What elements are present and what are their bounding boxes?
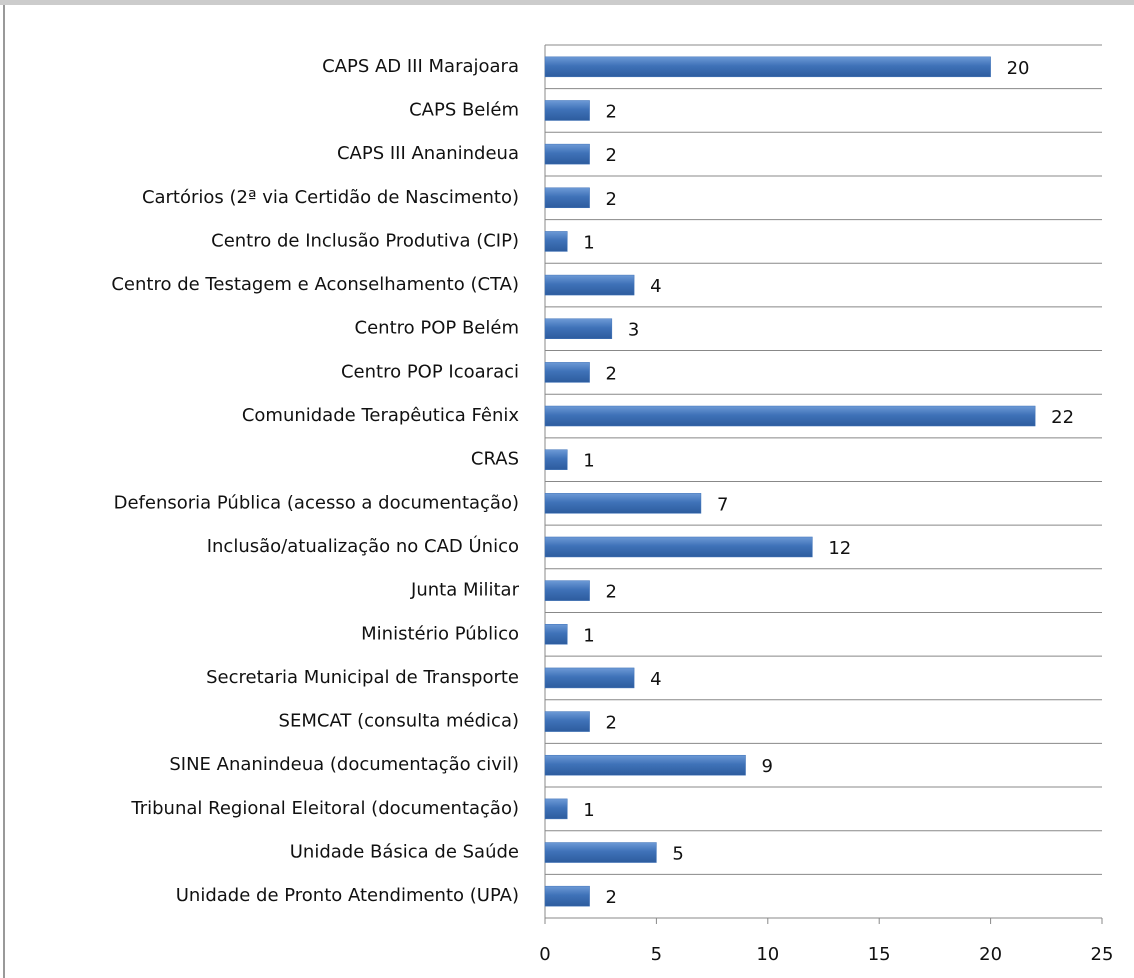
- bar: [544, 143, 590, 165]
- bar: [544, 580, 590, 601]
- frame-shadow: [0, 0, 1134, 5]
- y-tick-label: Inclusão/atualização no CAD Único: [207, 535, 519, 557]
- y-tick-label: Ministério Público: [361, 623, 519, 644]
- x-tick-label: 20: [979, 944, 1002, 965]
- bar: [544, 100, 590, 121]
- y-tick-label: Centro POP Belém: [355, 318, 519, 339]
- bar: [544, 754, 746, 776]
- x-tick-label: 10: [756, 944, 779, 965]
- y-tick-label: Unidade Básica de Saúde: [290, 842, 519, 863]
- bar: [544, 449, 568, 470]
- data-label: 1: [583, 800, 594, 821]
- y-tick-label: Centro de Testagem e Aconselhamento (CTA…: [111, 274, 519, 295]
- data-label: 2: [606, 582, 617, 603]
- y-tick-label: SEMCAT (consulta médica): [279, 711, 519, 732]
- x-tick-label: 0: [539, 944, 550, 965]
- bar: [544, 274, 635, 296]
- bar: [544, 187, 590, 209]
- y-tick-label: Comunidade Terapêutica Fênix: [242, 405, 520, 426]
- y-tick-label: Junta Militar: [410, 580, 520, 601]
- data-label: 12: [828, 538, 851, 559]
- x-tick-label: 5: [651, 944, 662, 965]
- data-label: 9: [762, 756, 773, 777]
- bar: [544, 798, 568, 820]
- y-tick-label: CAPS III Ananindeua: [337, 143, 519, 164]
- bar: [544, 536, 813, 558]
- bar: [544, 885, 590, 907]
- frame: [3, 3, 1134, 978]
- data-label: 2: [606, 189, 617, 210]
- y-tick-label: Secretaria Municipal de Transporte: [206, 667, 519, 688]
- y-tick-label: Cartórios (2ª via Certidão de Nascimento…: [142, 187, 519, 208]
- x-tick-label: 25: [1091, 944, 1114, 965]
- data-label: 20: [1007, 58, 1030, 79]
- data-label: 2: [606, 101, 617, 122]
- bar: [544, 711, 590, 732]
- bar: [544, 231, 568, 252]
- bar: [544, 56, 991, 78]
- data-label: 1: [583, 625, 594, 646]
- data-label: 2: [606, 145, 617, 166]
- data-label: 2: [606, 363, 617, 384]
- y-tick-label: CAPS AD III Marajoara: [322, 56, 519, 77]
- x-tick-label: 15: [868, 944, 891, 965]
- y-tick-label: CAPS Belém: [409, 99, 519, 120]
- data-label: 5: [672, 844, 683, 865]
- data-label: 3: [628, 320, 639, 341]
- y-tick-label: CRAS: [471, 449, 519, 470]
- bar: [544, 405, 1036, 427]
- y-tick-label: Centro POP Icoaraci: [341, 361, 519, 382]
- data-label: 2: [606, 887, 617, 908]
- bar: [544, 842, 657, 863]
- data-label: 1: [583, 451, 594, 472]
- data-label: 2: [606, 713, 617, 734]
- data-label: 4: [650, 276, 661, 297]
- data-label: 4: [650, 669, 661, 690]
- data-label: 7: [717, 494, 728, 515]
- bar: [544, 667, 635, 689]
- y-tick-label: Defensoria Pública (acesso a documentaçã…: [114, 492, 519, 513]
- y-tick-label: Unidade de Pronto Atendimento (UPA): [176, 885, 519, 906]
- data-label: 22: [1051, 407, 1074, 428]
- y-tick-label: Centro de Inclusão Produtiva (CIP): [211, 230, 519, 251]
- bar: [544, 493, 702, 514]
- y-tick-label: SINE Ananindeua (documentação civil): [169, 754, 519, 775]
- bar: [544, 318, 613, 339]
- data-label: 1: [583, 232, 594, 253]
- y-tick-label: Tribunal Regional Eleitoral (documentaçã…: [130, 798, 519, 819]
- bar: [544, 624, 568, 645]
- bar: [544, 362, 590, 383]
